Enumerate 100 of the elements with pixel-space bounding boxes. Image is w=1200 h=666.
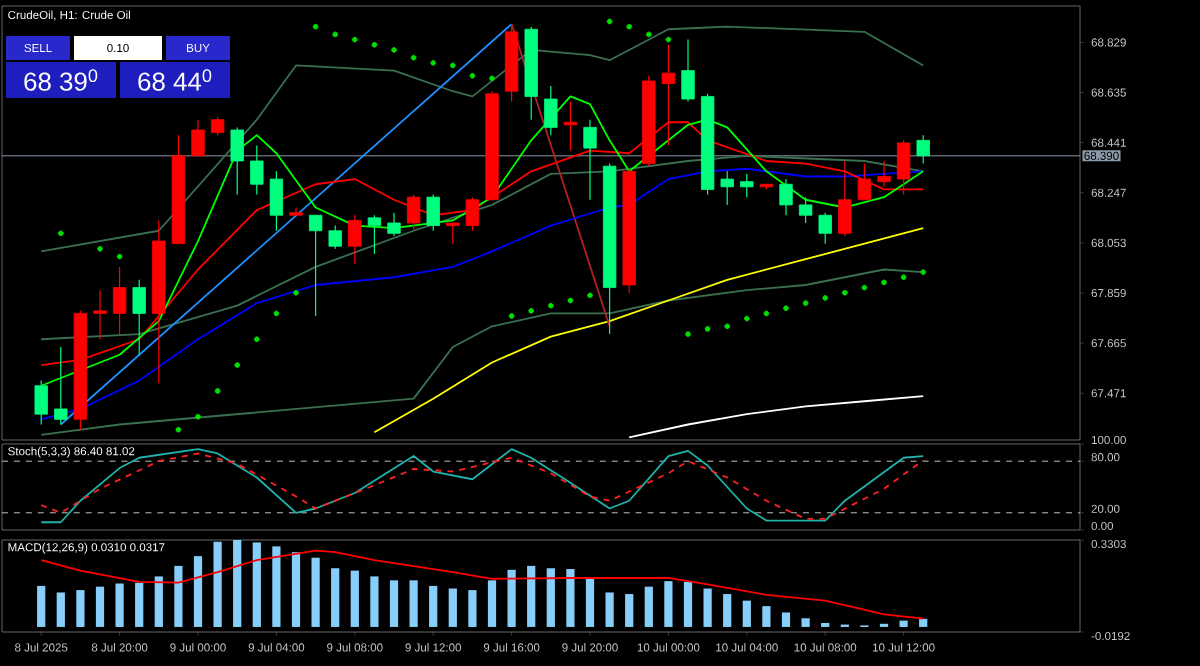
candlestick (465, 196, 480, 232)
point (685, 331, 691, 337)
candlestick (367, 214, 382, 255)
line-series (40, 154, 925, 341)
point (430, 60, 436, 66)
bar (899, 620, 908, 627)
point (391, 47, 397, 53)
bar (174, 565, 183, 627)
point (704, 326, 711, 332)
bar (566, 569, 575, 627)
bar (781, 612, 791, 627)
point (352, 36, 358, 43)
point (371, 41, 378, 48)
candlestick (446, 222, 460, 245)
point (626, 23, 633, 30)
bar (429, 585, 438, 627)
point (763, 310, 770, 317)
bar (801, 618, 810, 627)
bar (409, 580, 418, 627)
bar (585, 578, 595, 627)
candlestick (426, 193, 440, 232)
candlestick (112, 266, 127, 335)
point (900, 274, 907, 281)
point (58, 230, 64, 237)
bar (919, 618, 928, 627)
point (646, 31, 652, 38)
candlestick (250, 144, 264, 196)
bar (272, 546, 281, 627)
candlestick (54, 346, 68, 426)
bar (683, 581, 693, 627)
point (665, 36, 672, 43)
annotation: 68 39$^{0}$ (24, 69, 98, 91)
candlestick (896, 139, 911, 196)
point (802, 300, 809, 306)
point (450, 62, 456, 69)
line-series (628, 395, 925, 439)
bar (664, 581, 673, 627)
bar (605, 592, 614, 627)
point (783, 305, 789, 312)
point (273, 310, 280, 317)
bar (233, 540, 242, 627)
bar (527, 565, 536, 627)
point (489, 75, 495, 82)
candlestick (916, 134, 930, 165)
bar (762, 606, 771, 627)
bar (448, 588, 457, 627)
candlestick (877, 160, 891, 188)
point (410, 54, 417, 61)
line-series (40, 268, 925, 436)
bar (95, 586, 105, 627)
bar (331, 568, 340, 627)
candlestick (387, 212, 401, 237)
bar (115, 583, 124, 627)
bar (291, 552, 301, 627)
candlestick (308, 214, 323, 317)
point (195, 413, 201, 420)
candlestick (93, 289, 107, 340)
candlestick (563, 100, 578, 152)
point (861, 284, 868, 291)
point (254, 336, 260, 343)
point (822, 295, 829, 301)
candlestick (289, 206, 303, 216)
candlestick (34, 379, 48, 426)
candlestick (406, 193, 421, 232)
candlestick (132, 279, 146, 356)
line-series (40, 167, 925, 421)
candlestick (269, 170, 284, 232)
candlestick (230, 126, 244, 196)
bar (193, 556, 203, 627)
bar (389, 580, 399, 627)
candlestick (798, 196, 813, 224)
point (312, 23, 319, 30)
bar (487, 580, 497, 627)
bar (213, 541, 222, 627)
point (508, 313, 515, 319)
bar (370, 576, 379, 627)
bar (154, 576, 163, 627)
bar (703, 588, 712, 627)
point (469, 72, 476, 79)
point (97, 246, 103, 252)
bar (135, 582, 144, 627)
point (528, 308, 535, 314)
point (606, 18, 613, 25)
point (175, 426, 182, 433)
line-series (373, 227, 925, 434)
bar (252, 542, 261, 627)
candlestick (779, 178, 793, 216)
candlestick (544, 85, 558, 136)
annotation: 68 44$^{0}$ (138, 69, 212, 91)
point (724, 323, 731, 330)
point (214, 388, 221, 394)
point (881, 279, 887, 286)
bar (311, 557, 320, 627)
point (293, 289, 299, 296)
point (842, 289, 848, 296)
point (548, 302, 554, 309)
bar (468, 590, 477, 627)
candlestick (348, 214, 362, 265)
point (332, 31, 338, 38)
bar (350, 570, 359, 627)
